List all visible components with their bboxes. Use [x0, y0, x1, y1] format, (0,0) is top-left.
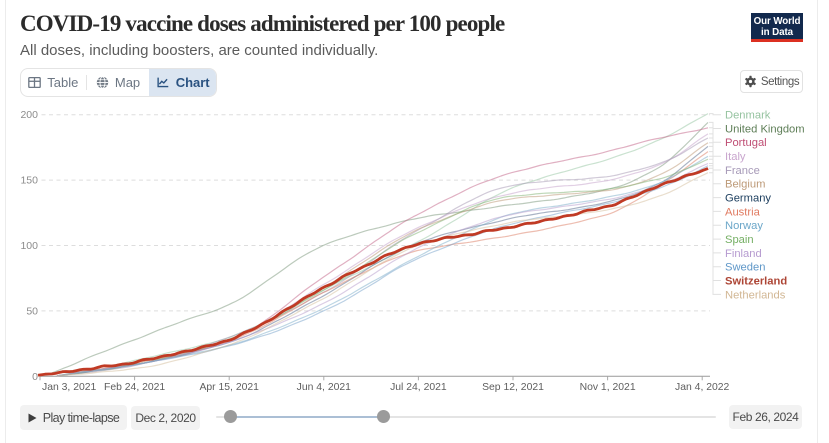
svg-text:Nov 1, 2021: Nov 1, 2021 — [580, 382, 636, 393]
svg-text:0: 0 — [32, 371, 38, 383]
svg-text:France: France — [725, 165, 760, 177]
svg-text:United Kingdom: United Kingdom — [725, 123, 805, 135]
svg-text:200: 200 — [20, 109, 38, 121]
svg-text:100: 100 — [20, 240, 38, 252]
svg-text:Denmark: Denmark — [725, 110, 771, 122]
svg-text:150: 150 — [20, 175, 38, 187]
svg-text:Portugal: Portugal — [725, 137, 767, 149]
svg-text:Apr 15, 2021: Apr 15, 2021 — [199, 382, 259, 393]
svg-text:Austria: Austria — [725, 206, 761, 218]
svg-text:Jan 3, 2021: Jan 3, 2021 — [42, 382, 97, 393]
svg-text:Jan 4, 2022: Jan 4, 2022 — [675, 382, 730, 393]
svg-text:Belgium: Belgium — [725, 179, 765, 191]
svg-text:Jul 24, 2021: Jul 24, 2021 — [390, 382, 447, 393]
svg-text:Switzerland: Switzerland — [725, 275, 787, 287]
svg-text:Feb 24, 2021: Feb 24, 2021 — [104, 382, 165, 393]
svg-text:Finland: Finland — [725, 248, 762, 260]
svg-text:Germany: Germany — [725, 193, 771, 205]
svg-text:Italy: Italy — [725, 151, 746, 163]
svg-text:50: 50 — [26, 305, 38, 317]
svg-text:Spain: Spain — [725, 234, 754, 246]
svg-text:Jun 4, 2021: Jun 4, 2021 — [297, 382, 352, 393]
svg-text:Sweden: Sweden — [725, 262, 765, 274]
svg-text:Netherlands: Netherlands — [725, 289, 786, 301]
svg-text:Sep 12, 2021: Sep 12, 2021 — [482, 382, 544, 393]
svg-text:Norway: Norway — [725, 220, 763, 232]
